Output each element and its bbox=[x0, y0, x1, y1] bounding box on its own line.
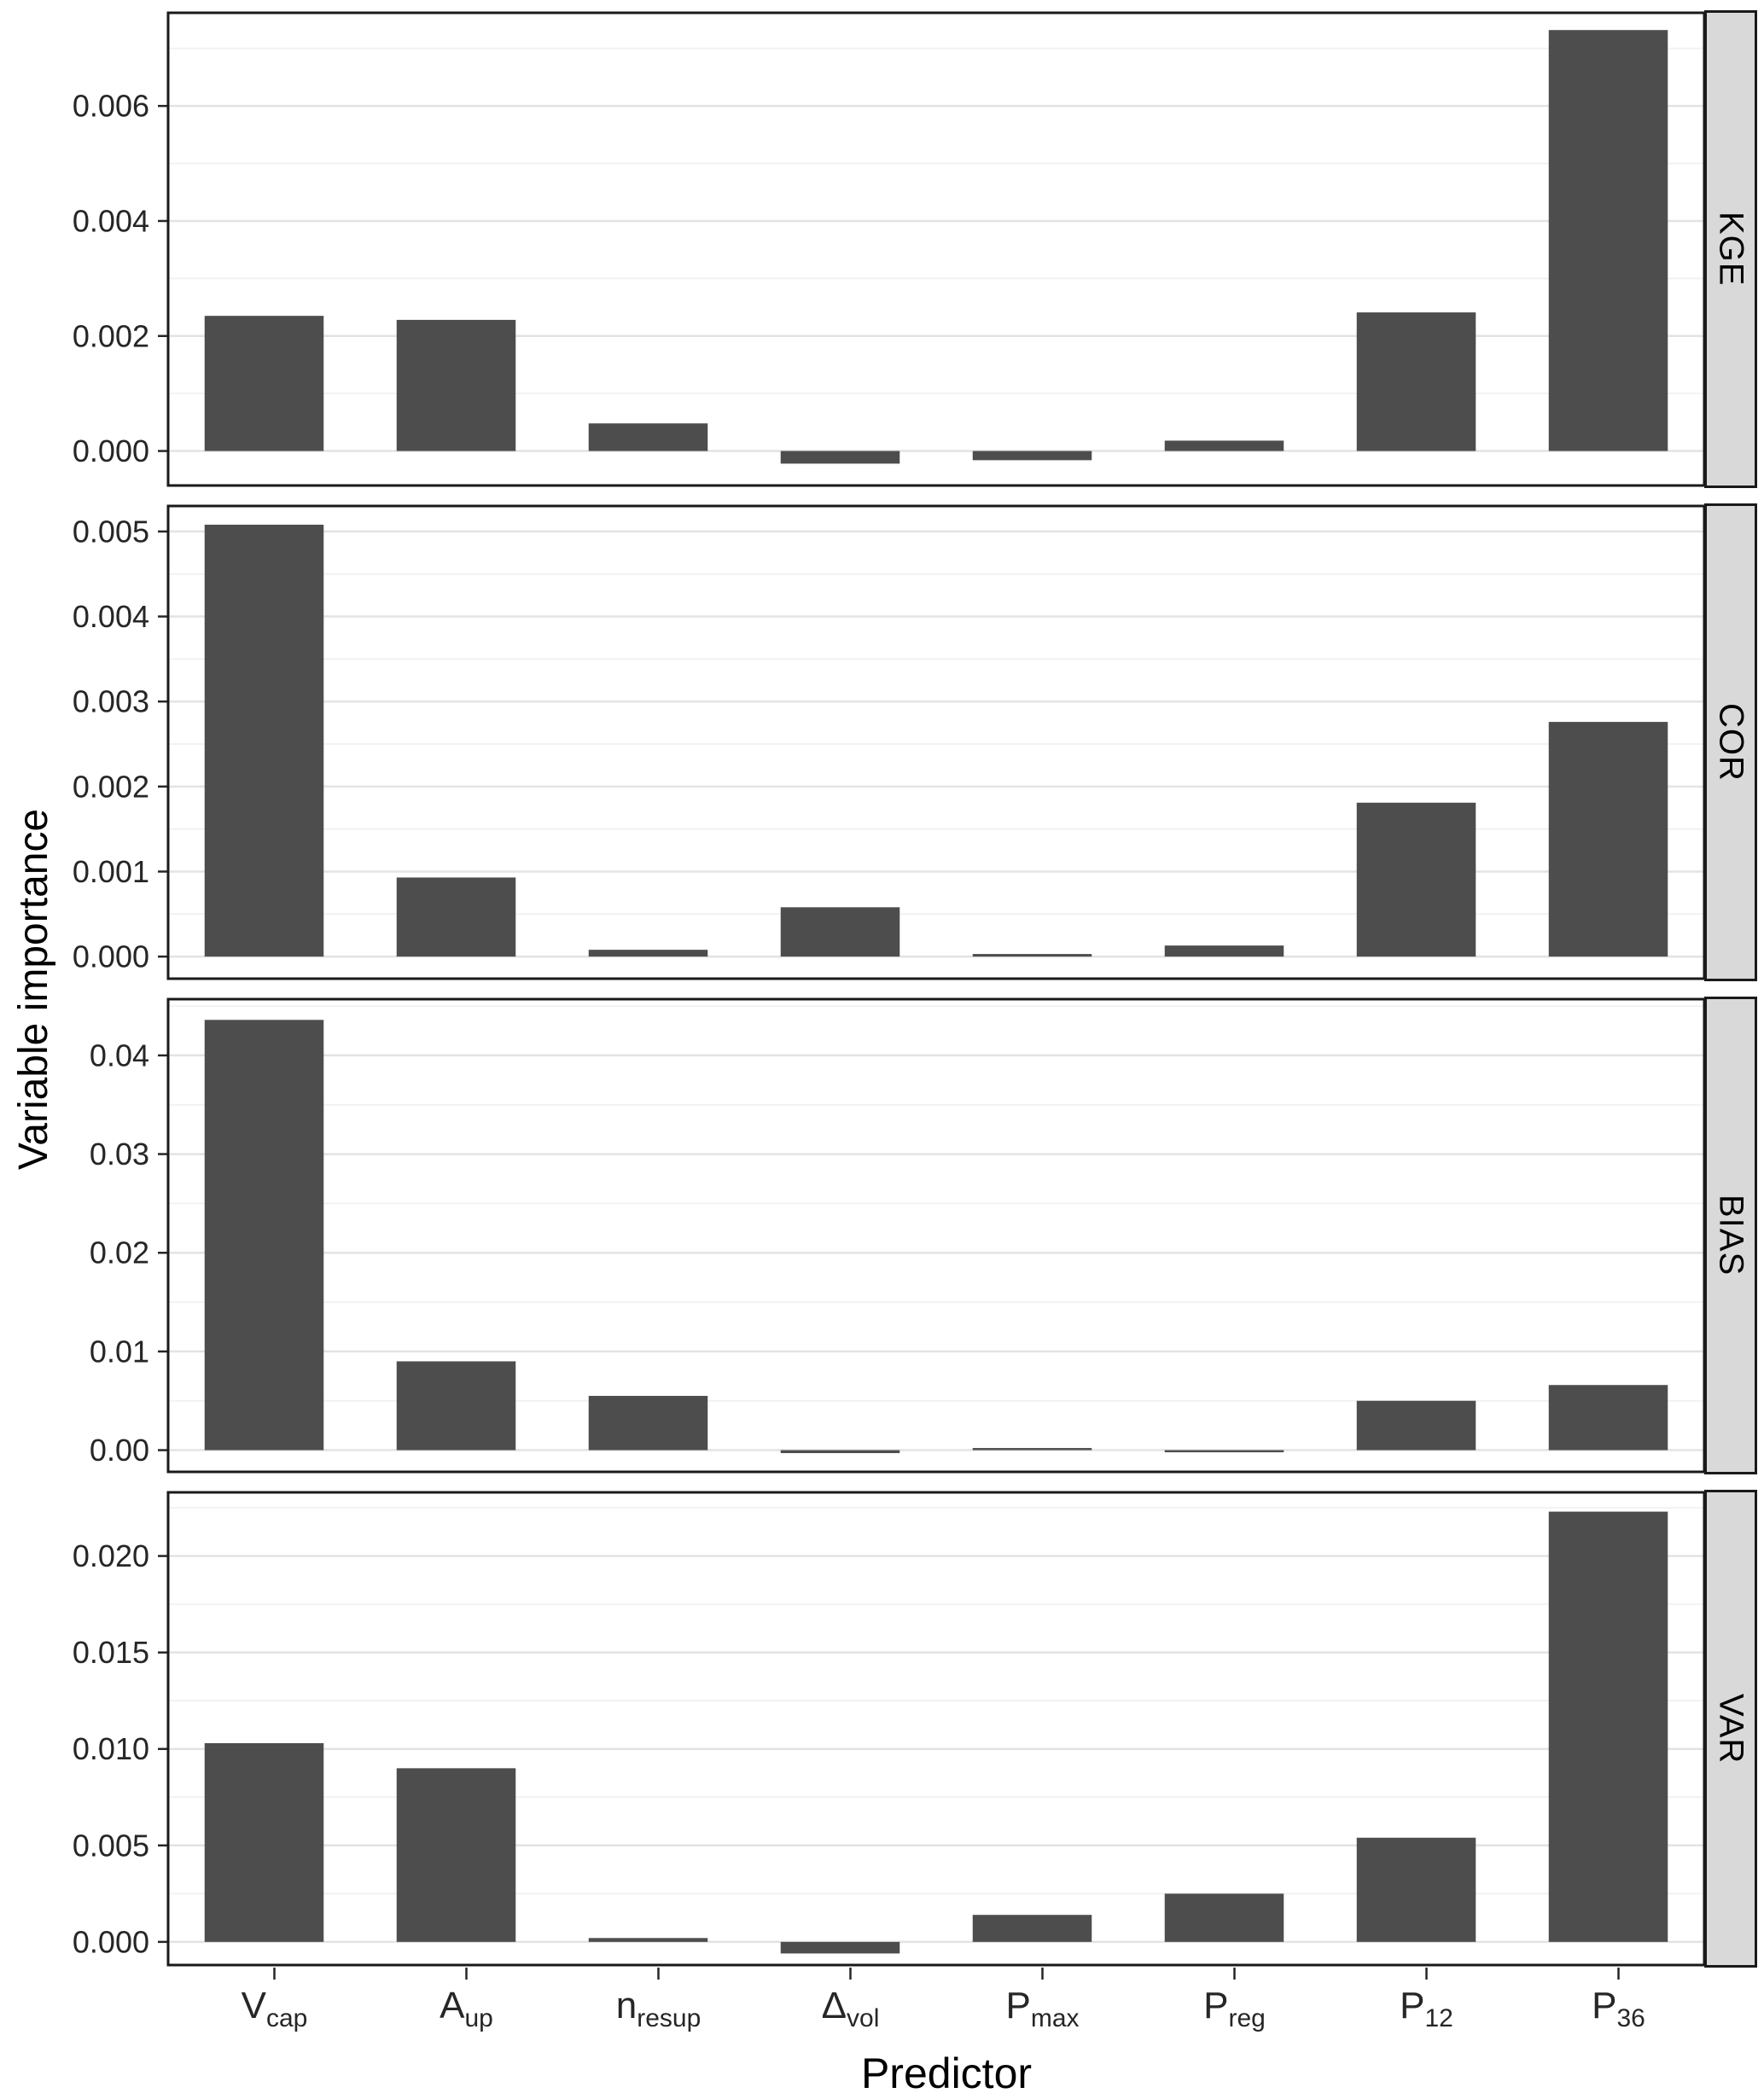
panel-cor: 0.000 0.001 0.002 0.003 0.004 0.005 bbox=[73, 504, 1704, 980]
x-tick-label-vcap: Vcap bbox=[241, 1985, 308, 2032]
y-tick-label: 0.00 bbox=[90, 1433, 149, 1468]
y-tick-label: 0.003 bbox=[73, 684, 149, 719]
facet-strip-label: COR bbox=[1712, 703, 1750, 782]
bar-δvol-cor bbox=[780, 907, 900, 957]
bar-preg-kge bbox=[1164, 440, 1284, 451]
bar-δvol-kge bbox=[780, 451, 900, 464]
bar-nresup-bias bbox=[588, 1395, 708, 1451]
bar-vcap-bias bbox=[204, 1020, 324, 1451]
bar-aup-bias bbox=[396, 1361, 516, 1451]
bar-p12-var bbox=[1356, 1837, 1476, 1942]
bar-pmax-var bbox=[972, 1915, 1092, 1942]
bar-δvol-bias bbox=[780, 1450, 900, 1454]
y-tick-label: 0.015 bbox=[73, 1635, 149, 1670]
facet-strip-bias: BIAS bbox=[1704, 997, 1757, 1474]
x-axis: Vcap Aup nresup Δvol Pmax Preg P12 P36 Predicto… bbox=[178, 1968, 1715, 2098]
y-tick-label: 0.006 bbox=[73, 89, 149, 124]
y-axis-title: Variable importance bbox=[10, 10, 57, 1968]
x-tick-label-p36: P36 bbox=[1592, 1985, 1645, 2032]
bar-p36-cor bbox=[1548, 722, 1668, 957]
y-tick-label: 0.002 bbox=[73, 769, 149, 804]
bar-nresup-kge bbox=[588, 423, 708, 451]
y-tick-label: 0.000 bbox=[73, 1924, 149, 1959]
y-tick-label: 0.004 bbox=[73, 599, 149, 634]
bar-p36-bias bbox=[1548, 1385, 1668, 1451]
facet-row-bias: 0.00 0.01 0.02 0.03 0.04 BIAS bbox=[57, 997, 1757, 1474]
facet-row-kge: 0.000 0.002 0.004 0.006 KGE bbox=[57, 10, 1757, 488]
facet-strip-kge: KGE bbox=[1704, 10, 1757, 488]
bar-preg-bias bbox=[1164, 1450, 1284, 1453]
facet-row-var: 0.000 0.005 0.010 0.015 0.020 VAR bbox=[57, 1490, 1757, 1968]
chart-main: Variable importance 0.000 0.002 0.004 0.006… bbox=[10, 10, 1764, 1968]
y-tick-label: 0.03 bbox=[90, 1137, 149, 1172]
panel-border bbox=[166, 997, 1704, 1474]
bar-preg-cor bbox=[1164, 945, 1284, 957]
bar-p12-bias bbox=[1356, 1400, 1476, 1451]
x-axis-title: Predictor bbox=[860, 2049, 1033, 2097]
bar-p36-kge bbox=[1548, 30, 1668, 451]
y-tick-label: 0.01 bbox=[90, 1334, 149, 1369]
bar-aup-cor bbox=[396, 877, 516, 957]
bar-preg-var bbox=[1164, 1893, 1284, 1942]
bar-aup-kge bbox=[396, 319, 516, 451]
y-tick-label: 0.000 bbox=[73, 939, 149, 974]
bar-p12-kge bbox=[1356, 312, 1476, 451]
y-tick-label: 0.010 bbox=[73, 1731, 149, 1766]
bar-vcap-var bbox=[204, 1742, 324, 1942]
panel-var: 0.000 0.005 0.010 0.015 0.020 bbox=[73, 1491, 1704, 1967]
x-tick-label-p12: P12 bbox=[1400, 1985, 1453, 2032]
y-tick-label: 0.020 bbox=[73, 1538, 149, 1573]
bar-vcap-cor bbox=[204, 524, 324, 957]
y-tick-label: 0.004 bbox=[73, 203, 149, 238]
x-axis-ticks bbox=[273, 1968, 1620, 1980]
bar-pmax-kge bbox=[972, 451, 1092, 461]
bar-nresup-var bbox=[588, 1938, 708, 1942]
bar-pmax-bias bbox=[972, 1448, 1092, 1451]
y-tick-label: 0.000 bbox=[73, 433, 149, 468]
x-tick-labels: Vcap Aup nresup Δvol Pmax Preg P12 P36 bbox=[178, 1985, 1715, 2033]
y-tick-label: 0.001 bbox=[73, 854, 149, 889]
bar-aup-var bbox=[396, 1768, 516, 1942]
x-tick-label-preg: Preg bbox=[1203, 1985, 1266, 2032]
x-tick-label-pmax: Pmax bbox=[1005, 1985, 1080, 2032]
y-tick-label: 0.005 bbox=[73, 514, 149, 549]
y-tick-label: 0.005 bbox=[73, 1828, 149, 1863]
panel-kge: 0.000 0.002 0.004 0.006 bbox=[73, 11, 1704, 487]
facet-strip-label: VAR bbox=[1712, 1693, 1750, 1765]
panel-border bbox=[166, 11, 1704, 487]
facet-strip-label: BIAS bbox=[1712, 1195, 1750, 1276]
facet-strip-var: VAR bbox=[1704, 1490, 1757, 1968]
x-tick-label-nresup: nresup bbox=[615, 1985, 702, 2032]
y-tick-label: 0.02 bbox=[90, 1236, 149, 1270]
x-tick-label-δvol: Δvol bbox=[821, 1985, 880, 2032]
y-tick-label: 0.04 bbox=[90, 1038, 149, 1073]
facet-column: 0.000 0.002 0.004 0.006 KGE 0.000 0.001 0.002 0.… bbox=[57, 10, 1757, 1968]
bar-p36-var bbox=[1548, 1511, 1668, 1942]
facet-strip-cor: COR bbox=[1704, 503, 1757, 981]
y-tick-label: 0.002 bbox=[73, 318, 149, 353]
bar-δvol-var bbox=[780, 1941, 900, 1954]
x-tick-label-aup: Aup bbox=[440, 1985, 493, 2032]
facet-strip-label: KGE bbox=[1712, 212, 1750, 287]
facet-row-cor: 0.000 0.001 0.002 0.003 0.004 0.005 COR bbox=[57, 503, 1757, 981]
panel-border bbox=[166, 1491, 1704, 1967]
panel-border bbox=[166, 504, 1704, 980]
bar-p12-cor bbox=[1356, 802, 1476, 957]
bar-pmax-cor bbox=[972, 954, 1092, 957]
bar-vcap-kge bbox=[204, 316, 324, 451]
y-axis-title-text: Variable importance bbox=[11, 808, 57, 1170]
panel-bias: 0.00 0.01 0.02 0.03 0.04 bbox=[90, 997, 1704, 1474]
bar-nresup-cor bbox=[588, 950, 708, 957]
